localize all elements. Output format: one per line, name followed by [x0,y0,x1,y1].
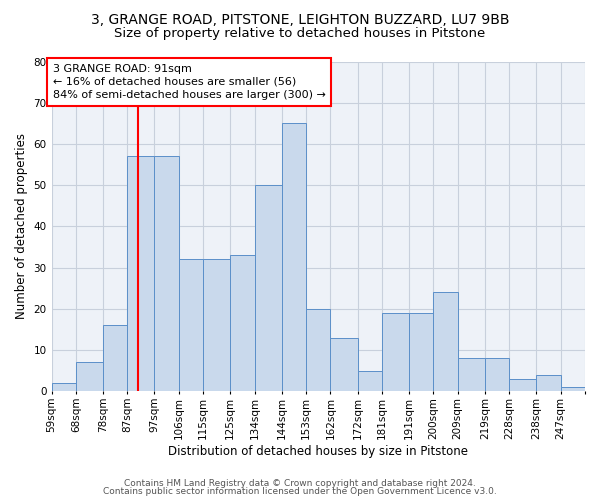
Bar [230,255,254,392]
Bar [331,338,358,392]
Text: Size of property relative to detached houses in Pitstone: Size of property relative to detached ho… [115,28,485,40]
Bar [409,313,433,392]
Bar [154,156,179,392]
X-axis label: Distribution of detached houses by size in Pitstone: Distribution of detached houses by size … [168,444,468,458]
Bar [358,370,382,392]
Bar [282,124,306,392]
Bar [306,309,331,392]
Y-axis label: Number of detached properties: Number of detached properties [15,134,28,320]
Bar [103,326,127,392]
Bar [509,379,536,392]
Text: 3 GRANGE ROAD: 91sqm
← 16% of detached houses are smaller (56)
84% of semi-detac: 3 GRANGE ROAD: 91sqm ← 16% of detached h… [53,64,326,100]
Bar [52,383,76,392]
Bar [433,292,458,392]
Text: Contains public sector information licensed under the Open Government Licence v3: Contains public sector information licen… [103,487,497,496]
Bar [203,260,230,392]
Bar [179,260,203,392]
Text: 3, GRANGE ROAD, PITSTONE, LEIGHTON BUZZARD, LU7 9BB: 3, GRANGE ROAD, PITSTONE, LEIGHTON BUZZA… [91,12,509,26]
Bar [458,358,485,392]
Bar [127,156,154,392]
Bar [560,387,585,392]
Bar [536,375,560,392]
Bar [76,362,103,392]
Bar [254,185,282,392]
Bar [485,358,509,392]
Text: Contains HM Land Registry data © Crown copyright and database right 2024.: Contains HM Land Registry data © Crown c… [124,478,476,488]
Bar [382,313,409,392]
